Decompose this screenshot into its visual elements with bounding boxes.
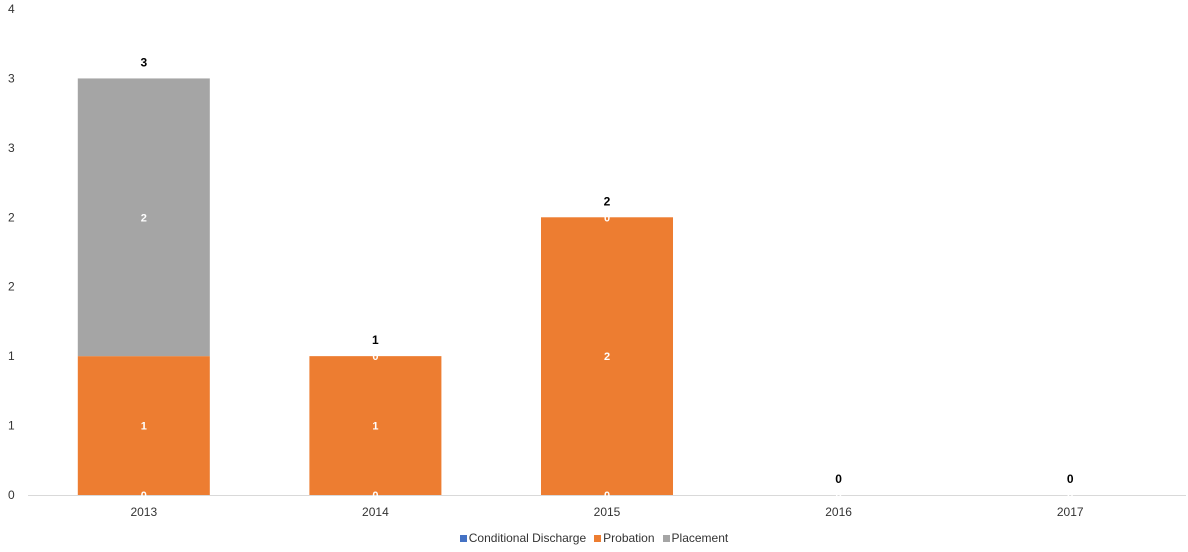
x-axis-ticks: 2013 2014 2015 2016 2017 [130,505,1083,519]
total-label: 2 [604,194,611,208]
bar-placement-2013 [77,78,210,357]
total-label: 3 [140,55,147,69]
segment-label: 0 [604,212,610,224]
x-tick-label: 2014 [362,505,389,519]
y-axis-ticks: 0 1 1 2 2 3 3 4 [8,2,15,502]
legend-swatch [662,534,670,542]
bar-probation-2015 [540,217,674,496]
segment-label: 0 [604,490,610,502]
segment-label: 0 [372,490,378,502]
y-tick-label: 2 [8,280,15,294]
bar-probation-2013 [77,356,210,495]
segment-label: 2 [604,351,610,363]
x-tick-label: 2013 [130,505,157,519]
segment-labels: 0 1 2 0 1 0 0 2 0 0 0 [141,212,1074,502]
y-tick-label: 2 [8,210,15,224]
segment-label: 0 [1067,490,1073,502]
chart-legend: Conditional Discharge Probation Placement [0,531,1188,545]
legend-swatch [594,534,602,542]
total-label: 0 [835,472,842,486]
legend-item: Probation [594,531,655,545]
legend-label: Conditional Discharge [468,531,587,545]
segment-label: 0 [836,490,842,502]
x-tick-label: 2017 [1057,505,1084,519]
total-label: 1 [372,333,379,347]
y-tick-label: 4 [8,2,15,16]
y-tick-label: 3 [8,141,15,155]
legend-label: Probation [603,531,655,545]
segment-label: 0 [141,490,147,502]
y-tick-label: 1 [8,349,15,363]
legend-item: Placement [662,531,729,545]
legend-item: Conditional Discharge [459,531,587,545]
x-tick-label: 2016 [825,505,852,519]
y-tick-label: 3 [8,71,15,85]
segment-label: 1 [141,421,147,433]
y-tick-label: 1 [8,419,15,433]
bar-probation-2014 [309,356,442,495]
y-tick-label: 0 [8,488,15,502]
bars [77,78,674,496]
x-tick-label: 2015 [594,505,621,519]
segment-label: 2 [141,212,147,224]
segment-label: 1 [372,421,378,433]
segment-label: 0 [372,351,378,363]
legend-label: Placement [671,531,729,545]
legend-swatch [459,534,467,542]
total-label: 0 [1067,472,1074,486]
total-labels: 3 1 2 0 0 [140,55,1073,486]
